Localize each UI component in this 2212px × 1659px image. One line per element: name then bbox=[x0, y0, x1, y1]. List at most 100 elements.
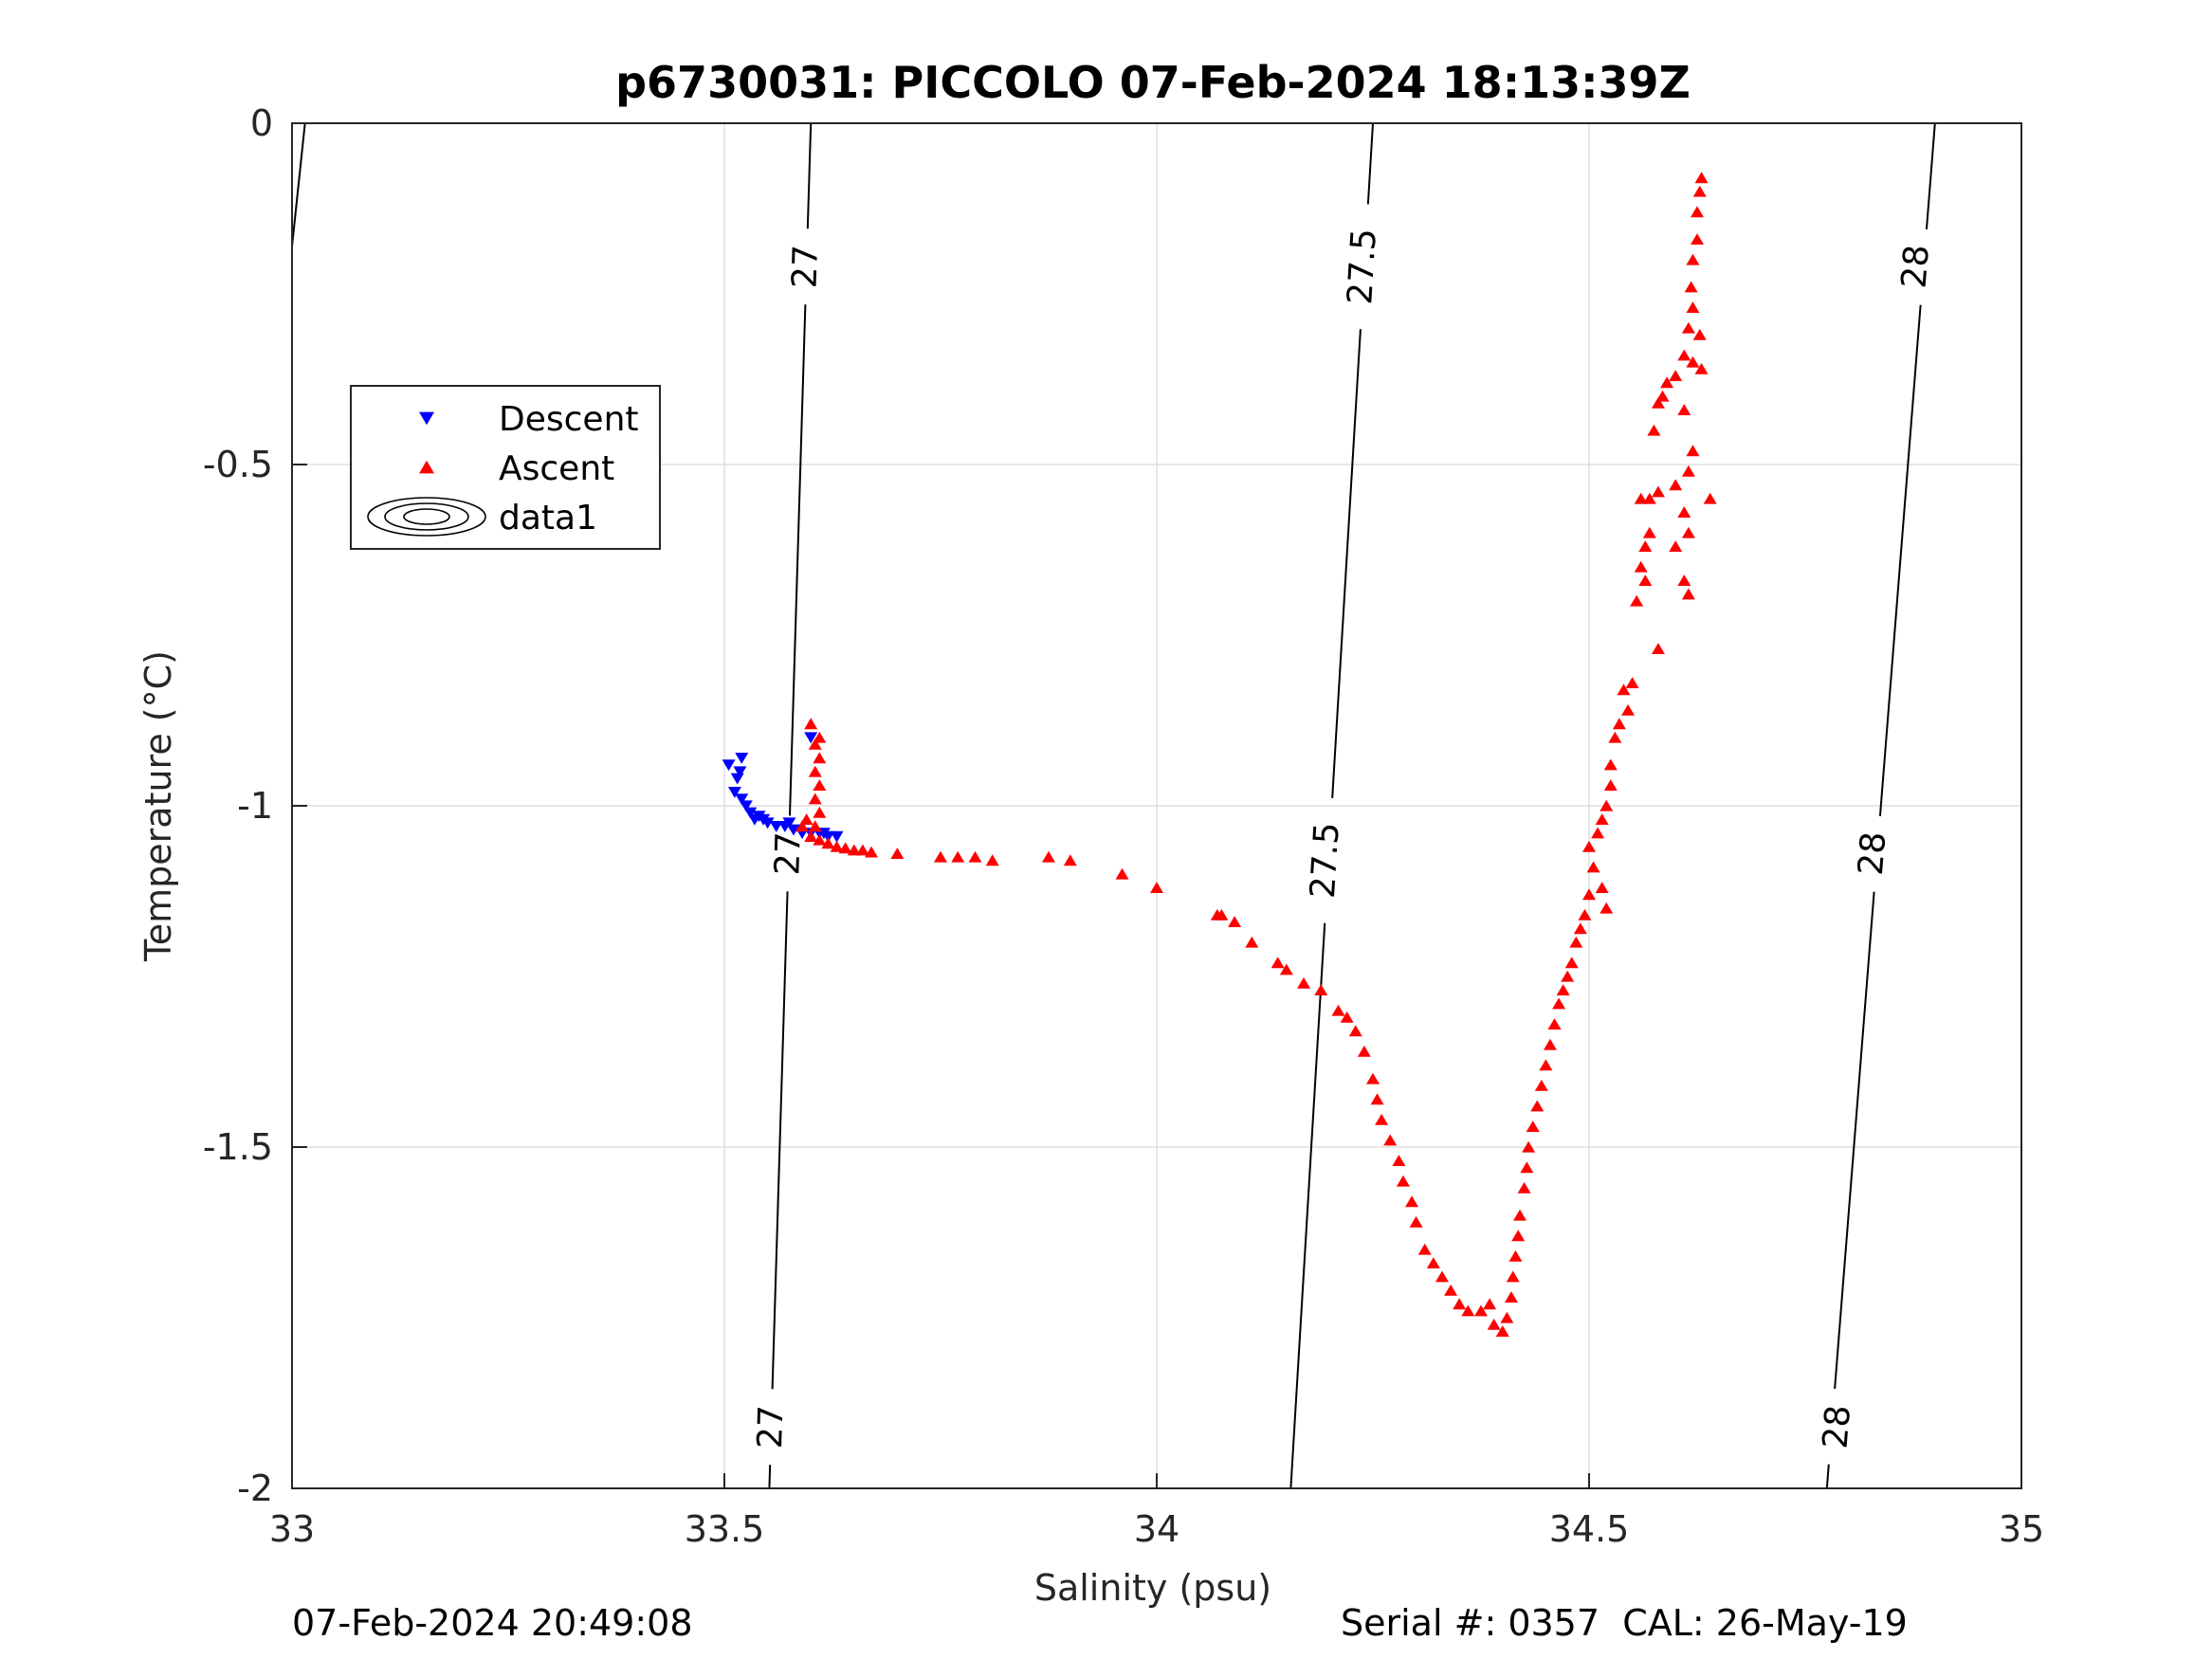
contour-label: 27 bbox=[751, 1405, 791, 1449]
y-tick-label: -1.5 bbox=[203, 1126, 273, 1168]
contour-line bbox=[806, 122, 813, 229]
ascent-point bbox=[1539, 1059, 1553, 1071]
ascent-point bbox=[1686, 253, 1700, 265]
y-tick-label: -2 bbox=[237, 1468, 273, 1509]
ascent-point bbox=[1686, 445, 1700, 457]
ascent-point bbox=[1517, 1181, 1531, 1194]
descent-point bbox=[722, 759, 736, 772]
legend-label: Descent bbox=[499, 400, 639, 439]
contour-line bbox=[788, 304, 807, 816]
ascent-point bbox=[1694, 362, 1709, 374]
footer-serial-cal: Serial #: 0357 CAL: 26-May-19 bbox=[1341, 1602, 1908, 1644]
grid-lines bbox=[291, 122, 2022, 1489]
descent-point bbox=[769, 821, 783, 832]
ascent-point bbox=[1115, 867, 1129, 880]
descent-point bbox=[733, 766, 747, 778]
ascent-point bbox=[1647, 424, 1661, 436]
contour-line bbox=[1878, 304, 1922, 816]
y-tick-label: 0 bbox=[250, 102, 273, 144]
ascent-point bbox=[1435, 1270, 1449, 1283]
ascent-point bbox=[1681, 321, 1695, 334]
ascent-point bbox=[1150, 882, 1163, 893]
ascent-point bbox=[855, 844, 869, 856]
ascent-point bbox=[1621, 703, 1636, 716]
ascent-point bbox=[1586, 861, 1600, 873]
contour-line bbox=[1366, 122, 1374, 205]
x-tick-label: 35 bbox=[1999, 1508, 2044, 1550]
ascent-point bbox=[1417, 1243, 1432, 1255]
ascent-point bbox=[1370, 1093, 1384, 1105]
ascent-point bbox=[1669, 479, 1683, 491]
ascent-point bbox=[813, 731, 827, 743]
ascent-point bbox=[1686, 356, 1700, 368]
ascent-point bbox=[1651, 396, 1665, 409]
ascent-point bbox=[1638, 574, 1653, 586]
ascent-point bbox=[1552, 997, 1566, 1010]
ascent-point bbox=[1279, 963, 1293, 975]
ascent-point bbox=[1595, 882, 1609, 893]
contour-line bbox=[1331, 329, 1362, 798]
ascent-point bbox=[1684, 281, 1698, 293]
contour-label: 27.5 bbox=[1304, 821, 1347, 899]
ascent-point bbox=[1638, 540, 1653, 552]
contour-label: 28 bbox=[1894, 244, 1936, 290]
legend-marker bbox=[419, 460, 434, 474]
ascent-point bbox=[795, 820, 810, 832]
ascent-point bbox=[1595, 813, 1609, 825]
ascent-point bbox=[1409, 1215, 1423, 1228]
ascent-point bbox=[1651, 485, 1665, 498]
descent-point bbox=[786, 824, 800, 836]
ascent-point bbox=[934, 850, 947, 863]
ascent-point bbox=[813, 779, 827, 791]
ascent-point bbox=[1625, 677, 1639, 688]
ascent-point bbox=[1500, 1311, 1514, 1323]
x-tick-label: 34.5 bbox=[1549, 1508, 1630, 1550]
ascent-point bbox=[985, 854, 999, 866]
ascent-point bbox=[1681, 526, 1695, 538]
ascent-point bbox=[1392, 1155, 1406, 1166]
ascent-point bbox=[1600, 902, 1614, 914]
ascent-point bbox=[1642, 492, 1656, 504]
ascent-point bbox=[1331, 1004, 1345, 1016]
descent-point bbox=[821, 830, 835, 843]
ascent-point bbox=[1508, 1249, 1523, 1262]
ascent-point bbox=[1461, 1304, 1475, 1317]
ascent-point bbox=[1474, 1304, 1488, 1317]
ascent-point bbox=[1669, 370, 1683, 381]
ascent-point bbox=[1608, 731, 1622, 743]
data-markers bbox=[722, 172, 1717, 1337]
ascent-point bbox=[813, 806, 827, 818]
descent-point bbox=[730, 773, 744, 785]
ascent-point bbox=[1513, 1209, 1527, 1221]
ascent-point bbox=[808, 738, 822, 750]
contour-line bbox=[771, 891, 789, 1390]
ascent-point bbox=[1564, 957, 1579, 969]
ascent-point bbox=[1483, 1298, 1497, 1310]
footer-timestamp: 07-Feb-2024 20:49:08 bbox=[292, 1602, 693, 1644]
contour-label: 28 bbox=[1817, 1404, 1858, 1450]
ascent-point bbox=[1426, 1257, 1440, 1268]
ascent-point bbox=[1504, 1291, 1518, 1303]
ascent-point bbox=[1487, 1318, 1501, 1330]
ascent-point bbox=[1692, 185, 1707, 197]
contour-line bbox=[1925, 122, 1936, 230]
ascent-point bbox=[1691, 233, 1704, 245]
ascent-point bbox=[1692, 328, 1707, 340]
legend-box bbox=[350, 385, 661, 550]
descent-point bbox=[739, 800, 753, 812]
ascent-point bbox=[1660, 376, 1674, 389]
ascent-point bbox=[1297, 976, 1311, 989]
ascent-point bbox=[1677, 404, 1691, 415]
ascent-point bbox=[1271, 957, 1285, 969]
legend: Descent Ascent data1 bbox=[350, 385, 661, 550]
ascent-point bbox=[1375, 1113, 1389, 1125]
ascent-point bbox=[1691, 206, 1704, 218]
contour-label: 27 bbox=[786, 245, 826, 289]
ascent-point bbox=[1543, 1038, 1557, 1050]
ascent-point bbox=[1582, 888, 1596, 901]
ascent-point bbox=[1366, 1072, 1380, 1085]
legend-label: Ascent bbox=[499, 449, 614, 488]
ascent-point bbox=[1681, 465, 1695, 477]
contour-label: 27 bbox=[768, 831, 808, 876]
